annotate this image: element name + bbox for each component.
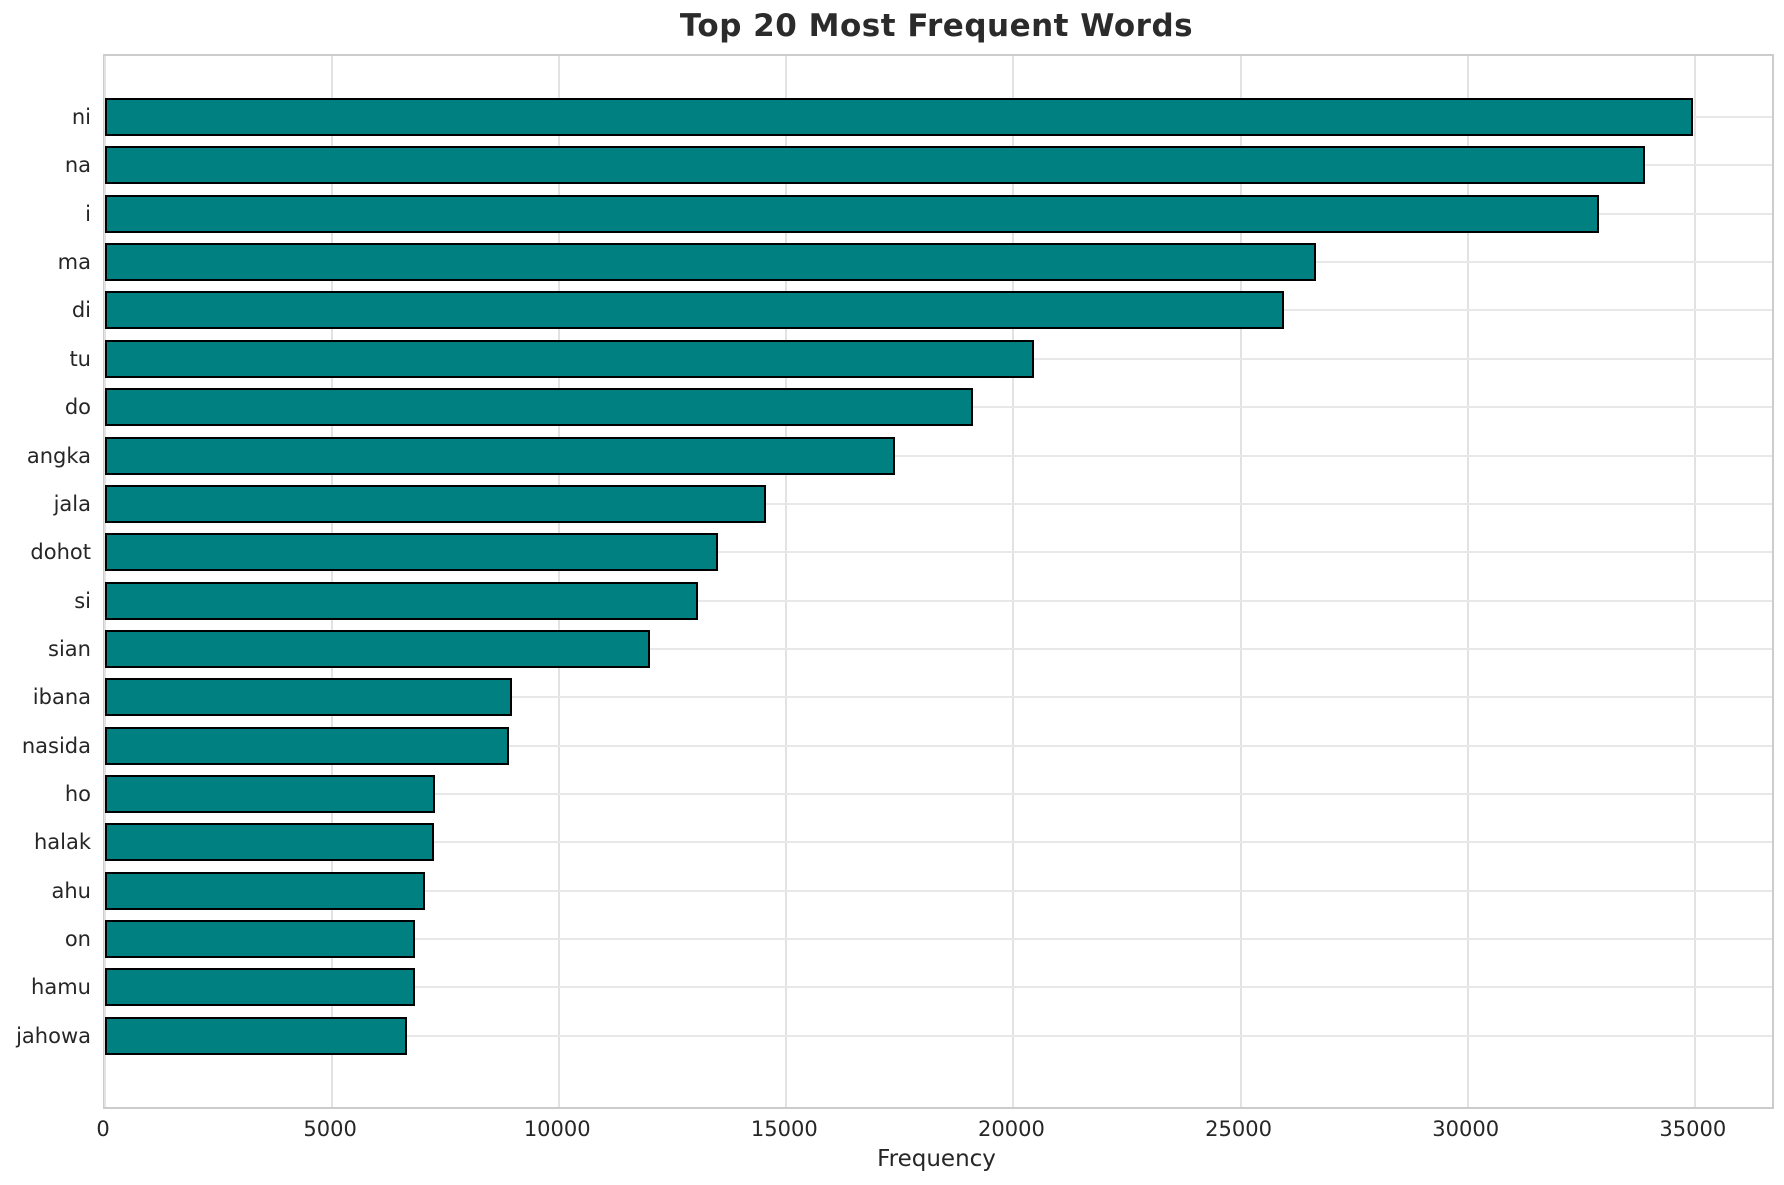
- gridline-x-15000: [785, 56, 788, 1107]
- x-tick-label-35000: 35000: [1659, 1117, 1727, 1141]
- y-tick-label-hamu: hamu: [31, 975, 91, 1000]
- bar-row-angka: angka: [27, 435, 1772, 477]
- y-tick-label-ibana: ibana: [32, 685, 91, 710]
- gridline-y: [105, 986, 1772, 989]
- bar-hamu: [105, 968, 416, 1007]
- gridline-y: [105, 841, 1772, 844]
- y-tick-label-si: si: [74, 588, 91, 613]
- bar-row-ibana: ibana: [33, 676, 1772, 718]
- bar-do: [105, 388, 973, 427]
- y-tick-label-do: do: [64, 395, 91, 420]
- y-tick-label-dohot: dohot: [30, 540, 91, 565]
- gridline-x-35000: [1693, 56, 1696, 1107]
- bar-tu: [105, 339, 1034, 378]
- bar-row-jahowa: jahowa: [16, 1015, 1772, 1057]
- gridline-x-5000: [331, 56, 334, 1107]
- bars-region: ni na i ma di tu do angka jala dohot si sian ibana na…: [16, 96, 1772, 1057]
- bar-ni: [105, 98, 1693, 136]
- bar-si: [105, 581, 698, 620]
- bar-row-na: na: [65, 144, 1772, 186]
- x-tick-label-0: 0: [96, 1117, 110, 1141]
- x-tick-label-20000: 20000: [978, 1117, 1045, 1141]
- y-tick-label-jala: jala: [53, 491, 91, 516]
- y-tick-label-di: di: [71, 298, 91, 323]
- bar-row-jala: jala: [54, 483, 1772, 525]
- bar-dohot: [105, 533, 719, 572]
- bar-row-ni: ni: [72, 96, 1772, 138]
- y-tick-label-ahu: ahu: [51, 878, 92, 903]
- y-tick-label-angka: angka: [26, 443, 91, 468]
- bar-row-ma: ma: [58, 241, 1772, 283]
- gridline-y: [105, 1034, 1772, 1037]
- bar-row-ho: ho: [65, 773, 1772, 815]
- gridline-y: [105, 938, 1772, 941]
- bar-row-di: di: [72, 289, 1772, 331]
- bar-row-on: on: [65, 918, 1772, 960]
- y-tick-label-sian: sian: [48, 636, 91, 661]
- gridline-x-25000: [1239, 56, 1242, 1107]
- bar-halak: [105, 823, 435, 862]
- gridline-y: [105, 647, 1772, 650]
- y-tick-label-on: on: [64, 927, 91, 952]
- plot-area: ni na i ma di tu do angka jala dohot si sian ibana na…: [16, 54, 1774, 1109]
- bar-angka: [105, 436, 896, 475]
- gridline-x-30000: [1466, 56, 1469, 1107]
- bar-na: [105, 146, 1645, 185]
- y-tick-label-na: na: [64, 153, 91, 178]
- gridline-x-10000: [558, 56, 561, 1107]
- y-tick-label-i: i: [85, 201, 91, 226]
- bar-row-do: do: [65, 386, 1772, 428]
- bar-ma: [105, 243, 1316, 282]
- x-tick-label-10000: 10000: [523, 1117, 591, 1141]
- bar-row-sian: sian: [48, 628, 1772, 670]
- bar-row-si: si: [74, 580, 1772, 622]
- x-axis-label: Frequency: [877, 1146, 996, 1172]
- gridline-x-0: [104, 56, 106, 1107]
- bar-row-ahu: ahu: [52, 870, 1772, 912]
- bar-row-i: i: [85, 193, 1772, 235]
- bar-nasida: [105, 726, 509, 765]
- gridline-y: [105, 502, 1772, 505]
- x-tick-label-5000: 5000: [303, 1117, 357, 1141]
- bar-jahowa: [105, 1016, 408, 1055]
- gridline-y: [105, 551, 1772, 554]
- bar-row-nasida: nasida: [22, 725, 1772, 767]
- y-tick-label-tu: tu: [69, 346, 91, 371]
- bar-ho: [105, 775, 436, 814]
- bar-sian: [105, 629, 651, 668]
- y-tick-label-nasida: nasida: [21, 733, 91, 758]
- gridline-y: [105, 454, 1772, 457]
- bar-row-halak: halak: [34, 821, 1772, 863]
- gridline-y: [105, 889, 1772, 892]
- bar-di: [105, 291, 1284, 330]
- y-tick-label-ni: ni: [71, 105, 91, 129]
- gridline-y: [105, 744, 1772, 747]
- bar-ibana: [105, 678, 512, 717]
- x-tick-label-30000: 30000: [1432, 1117, 1500, 1141]
- bar-on: [105, 920, 416, 959]
- y-tick-label-halak: halak: [33, 830, 91, 855]
- bar-jala: [105, 484, 766, 523]
- y-tick-label-ho: ho: [64, 782, 91, 807]
- y-tick-label-ma: ma: [57, 250, 91, 275]
- bar-ahu: [105, 871, 426, 910]
- x-tick-label-15000: 15000: [750, 1117, 818, 1141]
- y-tick-label-jahowa: jahowa: [16, 1023, 91, 1048]
- bar-row-hamu: hamu: [31, 966, 1772, 1008]
- x-tick-label-25000: 25000: [1205, 1117, 1272, 1141]
- gridline-y: [105, 599, 1772, 602]
- bar-row-tu: tu: [69, 338, 1772, 380]
- gridline-y: [105, 793, 1772, 796]
- bar-i: [105, 194, 1600, 233]
- gridline-y: [105, 696, 1772, 699]
- chart-title: Top 20 Most Frequent Words: [679, 8, 1194, 44]
- bar-row-dohot: dohot: [30, 531, 1772, 573]
- gridline-x-20000: [1012, 56, 1015, 1107]
